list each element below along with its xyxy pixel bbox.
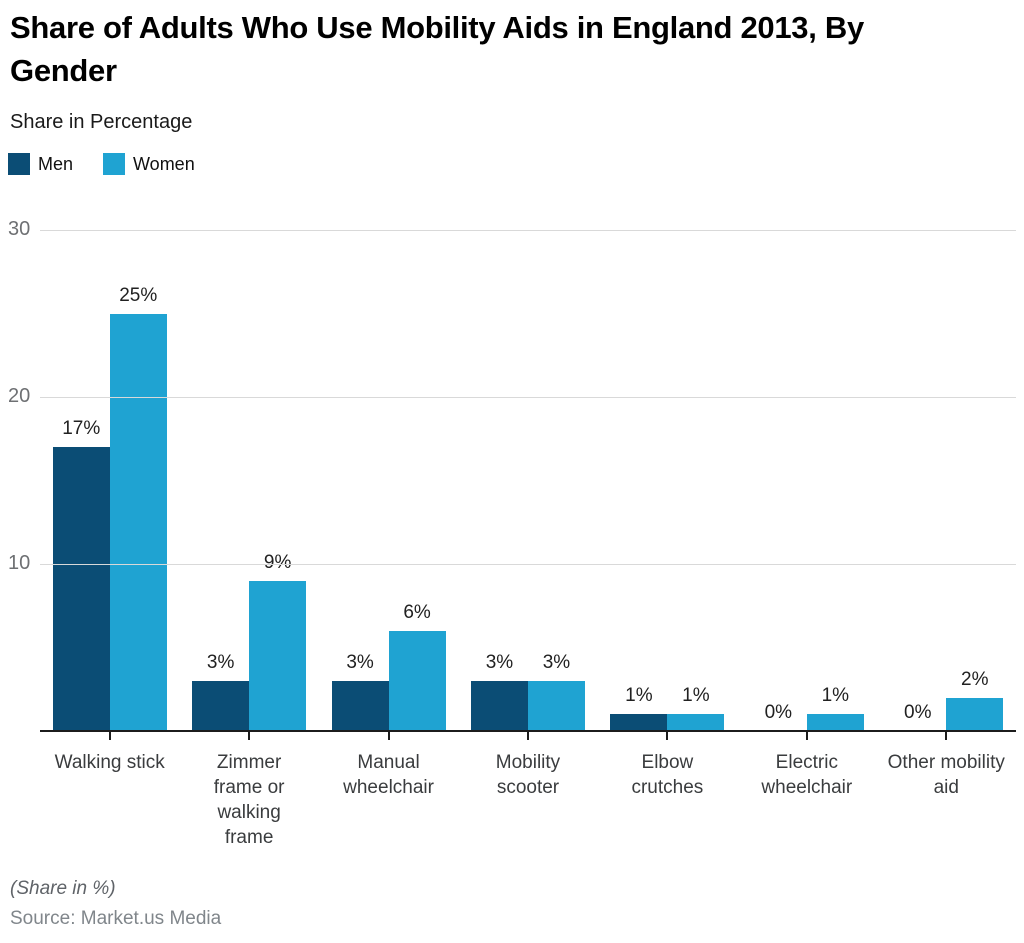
bar-group-elbow-crutches: 1% 1% [598,196,737,731]
source-text: Source: Market.us Media [10,908,222,929]
bar-men-mobility-scooter: 3% [470,652,528,731]
x-tick-walking-stick [108,731,111,740]
value-label-men-manual-wheelchair: 3% [346,651,374,673]
legend-swatch-men [8,153,30,175]
footer-note: (Share in %) [10,878,116,899]
value-label-men-electric-wheelchair: 0% [764,702,793,723]
bar-women-elbow-crutches: 1% [667,685,725,731]
x-tick-other-mobility-aid [945,731,948,740]
x-tick-zimmer-frame-or-walking-frame [248,731,251,740]
category-label-elbow-crutches: Elbow crutches [631,752,704,798]
value-label-women-manual-wheelchair: 6% [403,601,431,623]
legend-swatch-women [103,153,126,175]
chart-subtitle: Share in Percentage [10,111,193,133]
value-label-men-elbow-crutches: 1% [625,685,653,707]
value-label-women-zimmer-frame-or-walking-frame: 9% [263,551,292,573]
value-label-women-other-mobility-aid: 2% [961,668,989,690]
x-tick-mobility-scooter [526,731,529,740]
x-axis-cell-zimmer-frame-or-walking-frame: Zimmer frame or walking frame [179,731,318,850]
value-label-men-mobility-scooter: 3% [485,651,514,673]
value-label-men-zimmer-frame-or-walking-frame: 3% [206,651,235,673]
bar-men-manual-wheelchair: 3% [331,652,389,731]
category-label-other-mobility-aid: Other mobility aid [887,752,1005,798]
bar-men-elbow-crutches: 1% [610,685,668,731]
bar-groups: 17% 25% 3% 9% 3% 6% 3% 3% 1% 1% 0% 1% 0% 2% [40,196,1016,731]
x-axis-cell-elbow-crutches: Elbow crutches [598,731,737,850]
value-label-men-walking-stick: 17% [62,418,101,440]
bar-women-manual-wheelchair: 6% [388,602,446,731]
bar-women-zimmer-frame-or-walking-frame: 9% [249,552,307,731]
y-tick-label-30: 30 [8,218,31,240]
bar-women-walking-stick: 25% [109,285,167,731]
x-axis-cell-other-mobility-aid: Other mobility aid [877,731,1016,850]
bar-women-mobility-scooter: 3% [527,652,585,731]
category-label-walking-stick: Walking stick [54,752,165,773]
bar-group-other-mobility-aid: 0% 2% [877,196,1016,731]
x-tick-electric-wheelchair [805,731,808,740]
value-label-women-electric-wheelchair: 1% [821,685,850,707]
category-label-manual-wheelchair: Manual wheelchair [343,752,434,798]
y-tick-label-20: 20 [8,385,31,407]
legend: Men Women [8,153,195,175]
x-tick-elbow-crutches [666,731,669,740]
category-label-zimmer-frame-or-walking-frame: Zimmer frame or walking frame [213,752,285,848]
bar-women-electric-wheelchair: 1% [806,685,864,731]
x-axis-cell-manual-wheelchair: Manual wheelchair [319,731,458,850]
gridline-30 [40,230,1016,231]
y-tick-label-10: 10 [8,552,31,574]
bar-men-zimmer-frame-or-walking-frame: 3% [192,652,250,731]
value-label-men-other-mobility-aid: 0% [904,702,932,723]
value-label-women-elbow-crutches: 1% [682,685,710,707]
legend-item-men: Men [8,153,73,175]
bar-group-zimmer-frame-or-walking-frame: 3% 9% [179,196,318,731]
legend-label-men: Men [38,153,74,174]
gridline-20 [40,397,1016,398]
gridline-10 [40,564,1016,565]
bar-group-mobility-scooter: 3% 3% [458,196,597,731]
category-label-mobility-scooter: Mobility scooter [495,752,561,798]
x-axis-cell-electric-wheelchair: Electric wheelchair [737,731,876,850]
legend-item-women: Women [103,153,195,175]
x-tick-manual-wheelchair [387,731,390,740]
x-axis-labels: Walking stick Zimmer frame or walking fra… [40,731,1016,850]
value-label-women-walking-stick: 25% [119,284,158,306]
legend-label-women: Women [133,153,195,174]
category-label-electric-wheelchair: Electric wheelchair [761,752,853,798]
bar-group-manual-wheelchair: 3% 6% [319,196,458,731]
bar-women-other-mobility-aid: 2% [946,669,1004,731]
bar-group-electric-wheelchair: 0% 1% [737,196,876,731]
bar-group-walking-stick: 17% 25% [40,196,179,731]
chart-title: Share of Adults Who Use Mobility Aids in… [10,10,864,88]
x-axis-cell-mobility-scooter: Mobility scooter [458,731,597,850]
bar-men-walking-stick: 17% [52,418,110,731]
x-axis-cell-walking-stick: Walking stick [40,731,179,850]
plot-area: 17% 25% 3% 9% 3% 6% 3% 3% 1% 1% 0% 1% 0% 2% 10 20 30 [8,196,1016,732]
value-label-women-mobility-scooter: 3% [542,651,571,673]
